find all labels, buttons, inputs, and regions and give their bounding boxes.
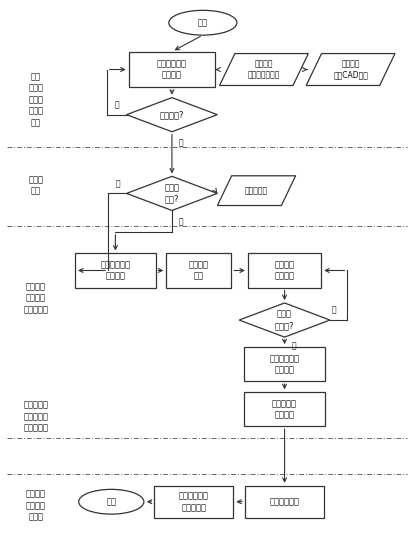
Ellipse shape <box>169 10 236 35</box>
Text: 干扰机
开机: 干扰机 开机 <box>28 175 43 195</box>
Text: 否: 否 <box>115 179 119 188</box>
Text: 重构制导雷达
发射信号: 重构制导雷达 发射信号 <box>269 354 299 374</box>
Polygon shape <box>126 176 217 210</box>
Text: 扩展目标散射
特性导入: 扩展目标散射 特性导入 <box>157 59 187 79</box>
Text: 设置附加相移: 设置附加相移 <box>269 497 299 506</box>
Text: 无人机航途: 无人机航途 <box>244 186 268 195</box>
Text: 开始: 开始 <box>197 18 207 27</box>
Text: 是: 是 <box>291 341 295 350</box>
Bar <box>244 347 324 381</box>
Text: 是: 是 <box>178 138 183 147</box>
Polygon shape <box>219 54 308 86</box>
Text: 功率调制并发
射干扰信号: 功率调制并发 射干扰信号 <box>178 491 208 512</box>
Bar <box>244 392 324 426</box>
Text: 装载成功?: 装载成功? <box>159 110 184 119</box>
Text: 扩展
目标的
散射特
性模板
建库: 扩展 目标的 散射特 性模板 建库 <box>28 72 43 127</box>
Text: 否: 否 <box>331 306 336 315</box>
Bar <box>154 486 233 518</box>
Text: 结束: 结束 <box>106 497 116 506</box>
Text: 否: 否 <box>114 100 119 109</box>
Bar <box>247 253 320 288</box>
Polygon shape <box>126 98 217 132</box>
Bar <box>75 253 155 288</box>
Text: 基于卷积运
算的多散射
点回波合成: 基于卷积运 算的多散射 点回波合成 <box>23 400 48 432</box>
Polygon shape <box>306 54 394 86</box>
Text: 是: 是 <box>178 217 183 226</box>
Text: 扩展目标
的干扰信
号生成: 扩展目标 的干扰信 号生成 <box>26 490 46 522</box>
Text: 扩展目标
一维距离像模板: 扩展目标 一维距离像模板 <box>247 59 280 79</box>
Text: 机载雷达
发射信号
截获与重构: 机载雷达 发射信号 截获与重构 <box>23 282 48 314</box>
Text: 扩展目标
三维CAD模型: 扩展目标 三维CAD模型 <box>332 59 367 79</box>
Polygon shape <box>239 303 329 337</box>
Text: 卷积目标距
离像特性: 卷积目标距 离像特性 <box>271 399 297 420</box>
Text: 完成特
征提取?: 完成特 征提取? <box>274 310 294 330</box>
Ellipse shape <box>78 490 144 514</box>
Text: 接收制导雷达
辐射信号: 接收制导雷达 辐射信号 <box>100 261 130 281</box>
Bar <box>128 52 215 87</box>
Bar <box>166 253 231 288</box>
Text: 干扰机
开机?: 干扰机 开机? <box>164 183 179 204</box>
Bar <box>244 486 323 518</box>
Text: 执行辐射
特征提取: 执行辐射 特征提取 <box>274 261 294 281</box>
Polygon shape <box>217 176 295 205</box>
Text: 实时位置
解算: 实时位置 解算 <box>188 261 208 281</box>
